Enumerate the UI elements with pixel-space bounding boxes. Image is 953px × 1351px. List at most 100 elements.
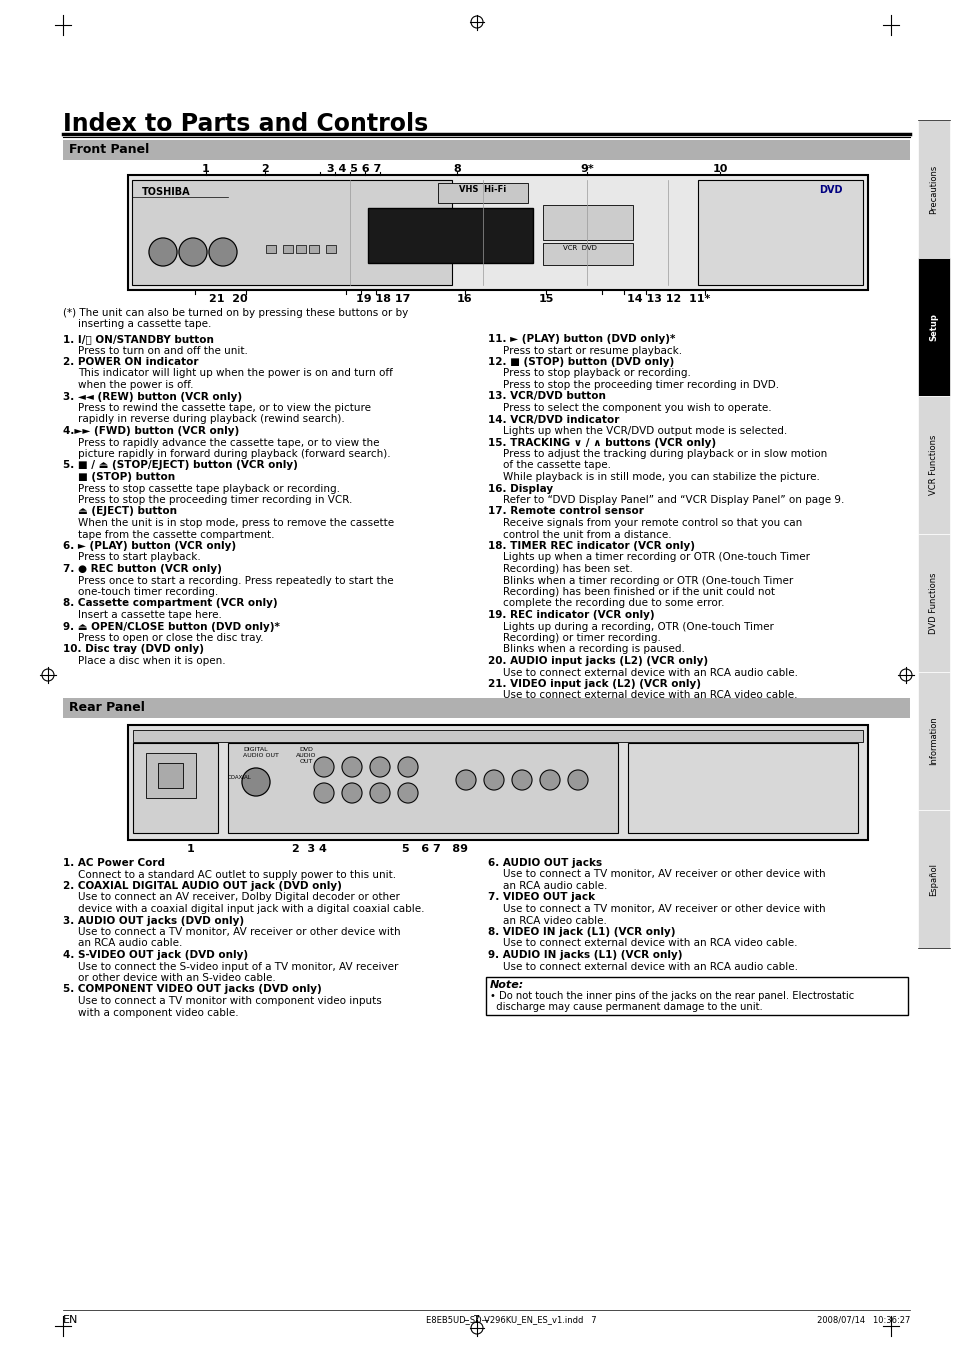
Text: ⏏ (EJECT) button: ⏏ (EJECT) button bbox=[78, 507, 177, 516]
Text: Setup: Setup bbox=[928, 313, 938, 340]
Text: picture rapidly in forward during playback (forward search).: picture rapidly in forward during playba… bbox=[78, 449, 390, 459]
Text: E8EB5UD_SD-V296KU_EN_ES_v1.indd   7                                             : E8EB5UD_SD-V296KU_EN_ES_v1.indd 7 bbox=[425, 1315, 909, 1324]
Text: Lights up during a recording, OTR (One-touch Timer: Lights up during a recording, OTR (One-t… bbox=[502, 621, 773, 631]
Text: Refer to “DVD Display Panel” and “VCR Display Panel” on page 9.: Refer to “DVD Display Panel” and “VCR Di… bbox=[502, 494, 843, 505]
Circle shape bbox=[314, 784, 334, 802]
Bar bbox=[132, 743, 218, 834]
Text: While playback is in still mode, you can stabilize the picture.: While playback is in still mode, you can… bbox=[502, 471, 819, 482]
Text: 8. VIDEO IN jack (L1) (VCR only): 8. VIDEO IN jack (L1) (VCR only) bbox=[488, 927, 675, 938]
Text: 18. TIMER REC indicator (VCR only): 18. TIMER REC indicator (VCR only) bbox=[488, 540, 695, 551]
Text: VCR Functions: VCR Functions bbox=[928, 435, 938, 496]
Text: discharge may cause permanent damage to the unit.: discharge may cause permanent damage to … bbox=[490, 1002, 762, 1012]
Text: 8. Cassette compartment (VCR only): 8. Cassette compartment (VCR only) bbox=[63, 598, 277, 608]
Text: Front Panel: Front Panel bbox=[69, 143, 149, 155]
Text: Use to connect the S-video input of a TV monitor, AV receiver: Use to connect the S-video input of a TV… bbox=[78, 962, 398, 971]
Bar bbox=[63, 698, 909, 717]
Bar bbox=[128, 725, 867, 840]
Text: Recording) has been set.: Recording) has been set. bbox=[502, 563, 632, 574]
Text: COAXIAL: COAXIAL bbox=[228, 775, 252, 780]
Text: 3 4 5 6 7: 3 4 5 6 7 bbox=[326, 163, 380, 174]
Bar bbox=[266, 245, 275, 253]
Bar bbox=[917, 671, 949, 811]
Text: Recording) has been finished or if the unit could not: Recording) has been finished or if the u… bbox=[502, 586, 774, 597]
Text: Use to connect external device with an RCA video cable.: Use to connect external device with an R… bbox=[502, 690, 797, 701]
Text: Blinks when a timer recording or OTR (One-touch Timer: Blinks when a timer recording or OTR (On… bbox=[502, 576, 792, 585]
Text: 20. AUDIO input jacks (L2) (VCR only): 20. AUDIO input jacks (L2) (VCR only) bbox=[488, 657, 707, 666]
Bar bbox=[326, 245, 335, 253]
Text: • Do not touch the inner pins of the jacks on the rear panel. Electrostatic: • Do not touch the inner pins of the jac… bbox=[490, 992, 853, 1001]
Text: DVD: DVD bbox=[819, 185, 842, 195]
Text: Information: Information bbox=[928, 716, 938, 766]
Text: 10. Disc tray (DVD only): 10. Disc tray (DVD only) bbox=[63, 644, 204, 654]
Text: an RCA audio cable.: an RCA audio cable. bbox=[502, 881, 607, 892]
Text: 6. ► (PLAY) button (VCR only): 6. ► (PLAY) button (VCR only) bbox=[63, 540, 236, 551]
Text: device with a coaxial digital input jack with a digital coaxial cable.: device with a coaxial digital input jack… bbox=[78, 904, 424, 915]
Text: of the cassette tape.: of the cassette tape. bbox=[502, 461, 610, 470]
Text: Index to Parts and Controls: Index to Parts and Controls bbox=[63, 112, 428, 136]
Circle shape bbox=[341, 784, 361, 802]
Circle shape bbox=[370, 784, 390, 802]
Circle shape bbox=[370, 757, 390, 777]
Bar bbox=[132, 730, 862, 742]
Text: 2. POWER ON indicator: 2. POWER ON indicator bbox=[63, 357, 198, 367]
Text: DVD Functions: DVD Functions bbox=[928, 573, 938, 634]
Circle shape bbox=[314, 757, 334, 777]
Text: 21. VIDEO input jack (L2) (VCR only): 21. VIDEO input jack (L2) (VCR only) bbox=[488, 680, 700, 689]
Text: Press to stop cassette tape playback or recording.: Press to stop cassette tape playback or … bbox=[78, 484, 339, 493]
Text: an RCA video cable.: an RCA video cable. bbox=[502, 916, 606, 925]
Text: VCR  DVD: VCR DVD bbox=[562, 245, 597, 251]
Text: 1. I/⏻ ON/STANDBY button: 1. I/⏻ ON/STANDBY button bbox=[63, 334, 213, 345]
Text: Insert a cassette tape here.: Insert a cassette tape here. bbox=[78, 611, 222, 620]
Text: Recording) or timer recording.: Recording) or timer recording. bbox=[502, 634, 660, 643]
Bar bbox=[63, 141, 909, 159]
Text: When the unit is in stop mode, press to remove the cassette: When the unit is in stop mode, press to … bbox=[78, 517, 394, 528]
Text: Place a disc when it is open.: Place a disc when it is open. bbox=[78, 657, 226, 666]
Bar bbox=[158, 763, 183, 788]
Text: 13. VCR/DVD button: 13. VCR/DVD button bbox=[488, 392, 605, 401]
Text: Press to stop playback or recording.: Press to stop playback or recording. bbox=[502, 369, 690, 378]
Text: 7. VIDEO OUT jack: 7. VIDEO OUT jack bbox=[488, 893, 595, 902]
Text: 14. VCR/DVD indicator: 14. VCR/DVD indicator bbox=[488, 415, 618, 424]
Text: 4. S-VIDEO OUT jack (DVD only): 4. S-VIDEO OUT jack (DVD only) bbox=[63, 950, 248, 961]
Text: Press to open or close the disc tray.: Press to open or close the disc tray. bbox=[78, 634, 263, 643]
Bar bbox=[917, 120, 949, 258]
Bar bbox=[917, 811, 949, 948]
Bar bbox=[542, 205, 633, 240]
Text: 8: 8 bbox=[453, 163, 460, 174]
Text: DIGITAL
AUDIO OUT: DIGITAL AUDIO OUT bbox=[243, 747, 278, 758]
Text: Precautions: Precautions bbox=[928, 165, 938, 213]
Text: Press to stop the proceeding timer recording in VCR.: Press to stop the proceeding timer recor… bbox=[78, 494, 352, 505]
Text: EN: EN bbox=[63, 1315, 78, 1325]
Bar bbox=[627, 743, 857, 834]
Text: 1: 1 bbox=[202, 163, 210, 174]
Circle shape bbox=[512, 770, 532, 790]
Text: 10: 10 bbox=[712, 163, 727, 174]
Circle shape bbox=[483, 770, 503, 790]
Text: 3. AUDIO OUT jacks (DVD only): 3. AUDIO OUT jacks (DVD only) bbox=[63, 916, 244, 925]
Bar bbox=[146, 753, 195, 798]
Bar bbox=[132, 180, 452, 285]
Bar bbox=[437, 182, 527, 203]
Text: 5. ■ / ⏏ (STOP/EJECT) button (VCR only): 5. ■ / ⏏ (STOP/EJECT) button (VCR only) bbox=[63, 461, 297, 470]
Bar bbox=[228, 743, 618, 834]
Text: Press to stop the proceeding timer recording in DVD.: Press to stop the proceeding timer recor… bbox=[502, 380, 779, 390]
Text: Lights up when a timer recording or OTR (One-touch Timer: Lights up when a timer recording or OTR … bbox=[502, 553, 809, 562]
Circle shape bbox=[179, 238, 207, 266]
Text: 5   6 7   89: 5 6 7 89 bbox=[401, 844, 468, 854]
Text: complete the recording due to some error.: complete the recording due to some error… bbox=[502, 598, 723, 608]
Bar bbox=[485, 977, 907, 1015]
Bar bbox=[917, 258, 949, 396]
Text: inserting a cassette tape.: inserting a cassette tape. bbox=[78, 319, 212, 330]
Bar bbox=[283, 245, 293, 253]
Text: 15. TRACKING ∨ / ∧ buttons (VCR only): 15. TRACKING ∨ / ∧ buttons (VCR only) bbox=[488, 438, 716, 447]
Text: 4.►► (FWD) button (VCR only): 4.►► (FWD) button (VCR only) bbox=[63, 426, 239, 436]
Text: 9. ⏏ OPEN/CLOSE button (DVD only)*: 9. ⏏ OPEN/CLOSE button (DVD only)* bbox=[63, 621, 279, 631]
Text: one-touch timer recording.: one-touch timer recording. bbox=[78, 586, 218, 597]
Text: Blinks when a recording is paused.: Blinks when a recording is paused. bbox=[502, 644, 684, 654]
Text: 5. COMPONENT VIDEO OUT jacks (DVD only): 5. COMPONENT VIDEO OUT jacks (DVD only) bbox=[63, 985, 321, 994]
Text: 12. ■ (STOP) button (DVD only): 12. ■ (STOP) button (DVD only) bbox=[488, 357, 674, 367]
Text: Connect to a standard AC outlet to supply power to this unit.: Connect to a standard AC outlet to suppl… bbox=[78, 870, 395, 880]
Text: Receive signals from your remote control so that you can: Receive signals from your remote control… bbox=[502, 517, 801, 528]
Text: ■ (STOP) button: ■ (STOP) button bbox=[78, 471, 175, 482]
Text: TOSHIBA: TOSHIBA bbox=[142, 186, 191, 197]
